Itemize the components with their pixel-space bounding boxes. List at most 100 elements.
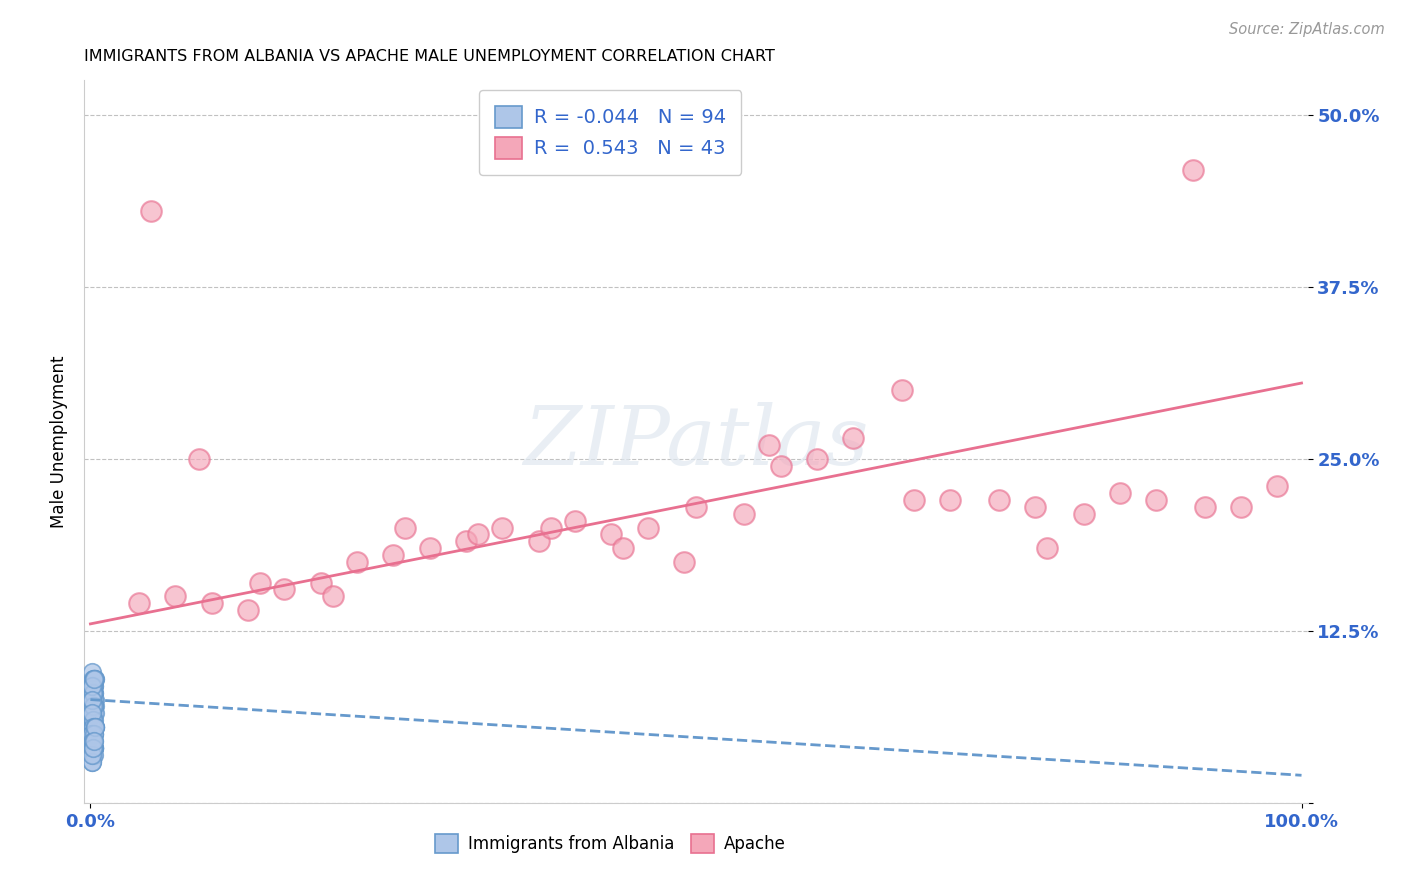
Point: [84, 720, 107, 734]
Point: [1036, 541, 1059, 556]
Point: [84, 699, 107, 714]
Point: [83, 727, 105, 741]
Point: [83, 740, 105, 755]
Point: [1230, 500, 1253, 514]
Point: [80, 720, 103, 734]
Point: [82, 686, 104, 700]
Point: [80, 755, 103, 769]
Point: [80, 727, 103, 741]
Point: [84, 720, 107, 734]
Point: [1108, 486, 1130, 500]
Point: [83, 747, 105, 762]
Point: [80, 699, 103, 714]
Point: [83, 727, 105, 741]
Point: [82, 706, 104, 721]
Point: [82, 672, 104, 686]
Point: [80, 727, 103, 741]
Y-axis label: Male Unemployment: Male Unemployment: [49, 355, 67, 528]
Point: [309, 575, 332, 590]
Point: [80, 679, 103, 693]
Point: [672, 555, 695, 569]
Point: [83, 699, 105, 714]
Point: [82, 713, 104, 727]
Point: [139, 204, 162, 219]
Point: [84, 720, 107, 734]
Point: [83, 740, 105, 755]
Point: [80, 686, 103, 700]
Point: [83, 679, 105, 693]
Point: [83, 699, 105, 714]
Point: [612, 541, 634, 556]
Point: [83, 706, 105, 721]
Point: [83, 686, 105, 700]
Point: [1194, 500, 1216, 514]
Point: [82, 734, 104, 748]
Point: [82, 720, 104, 734]
Point: [84, 672, 107, 686]
Point: [83, 692, 105, 706]
Point: [80, 734, 103, 748]
Point: [82, 713, 104, 727]
Point: [80, 706, 103, 721]
Point: [83, 740, 105, 755]
Point: [82, 720, 104, 734]
Point: [80, 706, 103, 721]
Point: [82, 734, 104, 748]
Point: [82, 706, 104, 721]
Point: [1024, 500, 1046, 514]
Point: [80, 747, 103, 762]
Point: [83, 713, 105, 727]
Point: [82, 734, 104, 748]
Point: [80, 692, 103, 706]
Point: [84, 706, 107, 721]
Point: [128, 596, 150, 610]
Point: [758, 438, 780, 452]
Text: IMMIGRANTS FROM ALBANIA VS APACHE MALE UNEMPLOYMENT CORRELATION CHART: IMMIGRANTS FROM ALBANIA VS APACHE MALE U…: [84, 49, 775, 64]
Point: [83, 672, 105, 686]
Point: [903, 493, 925, 508]
Legend: Immigrants from Albania, Apache: Immigrants from Albania, Apache: [427, 827, 793, 860]
Point: [83, 740, 105, 755]
Point: [769, 458, 792, 473]
Point: [939, 493, 962, 508]
Point: [1265, 479, 1288, 493]
Point: [82, 679, 104, 693]
Point: [82, 679, 104, 693]
Point: [80, 727, 103, 741]
Point: [83, 699, 105, 714]
Point: [1181, 162, 1204, 177]
Point: [80, 692, 103, 706]
Point: [83, 706, 105, 721]
Point: [84, 692, 107, 706]
Point: [82, 740, 104, 755]
Point: [600, 527, 623, 541]
Point: [200, 596, 222, 610]
Point: [83, 672, 105, 686]
Point: [82, 699, 104, 714]
Point: [80, 692, 103, 706]
Point: [82, 740, 104, 755]
Point: [80, 706, 103, 721]
Point: [540, 520, 562, 534]
Point: [82, 686, 104, 700]
Point: [273, 582, 295, 597]
Point: [80, 727, 103, 741]
Point: [84, 672, 107, 686]
Point: [82, 713, 104, 727]
Point: [80, 747, 103, 762]
Point: [527, 534, 550, 549]
Point: [454, 534, 477, 549]
Point: [80, 699, 103, 714]
Point: [82, 692, 104, 706]
Point: [82, 740, 104, 755]
Point: [83, 686, 105, 700]
Point: [82, 692, 104, 706]
Point: [382, 548, 405, 562]
Point: [80, 734, 103, 748]
Text: ZIPatlas: ZIPatlas: [523, 401, 869, 482]
Point: [83, 679, 105, 693]
Point: [82, 699, 104, 714]
Point: [637, 520, 659, 534]
Point: [83, 672, 105, 686]
Point: [685, 500, 707, 514]
